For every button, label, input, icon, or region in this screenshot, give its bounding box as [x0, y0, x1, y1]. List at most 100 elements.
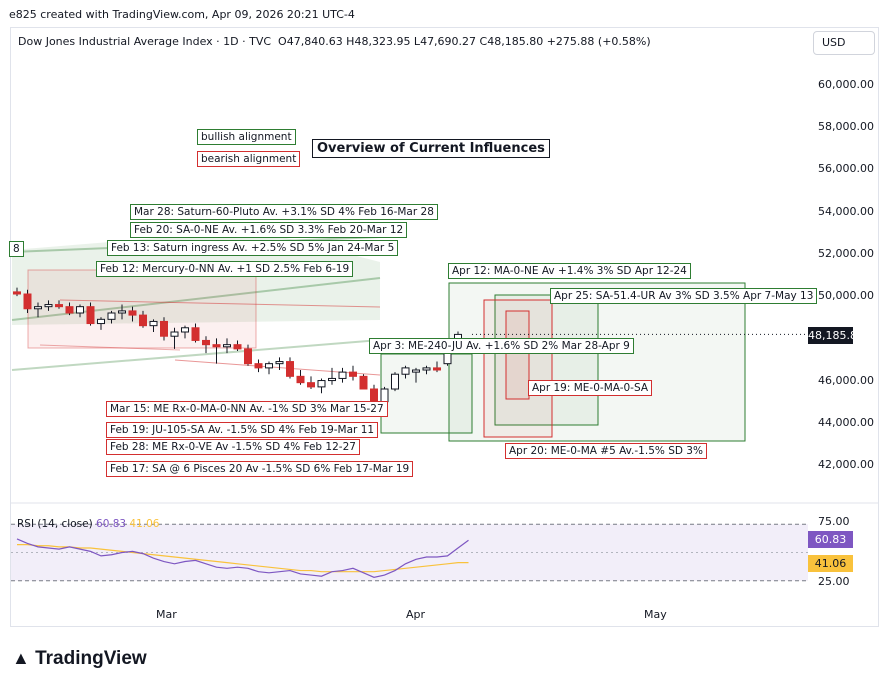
label-sa-ne: Feb 20: SA-0-NE Av. +1.6% SD 3.3% Feb 20… — [130, 222, 408, 238]
candle-body — [55, 304, 63, 308]
candle-body — [149, 320, 158, 327]
candle-body — [328, 377, 336, 382]
candle-body — [401, 367, 410, 375]
rsi-level-25: 25.00 — [818, 575, 850, 588]
candle-body — [391, 373, 399, 390]
bearish-line-3 — [39, 344, 181, 351]
rsi-ma-legend-value: 41.06 — [129, 518, 160, 530]
last-price-tag: 48,185.80 — [808, 327, 864, 344]
tradingview-logo-text: TradingView — [35, 648, 147, 669]
created-by-text: e825 created with TradingView.com, Apr 0… — [9, 8, 355, 21]
label-sa-pisces: Feb 17: SA @ 6 Pisces 20 Av -1.5% SD 6% … — [106, 461, 414, 477]
legend-bearish: bearish alignment — [197, 151, 301, 167]
rsi-line — [16, 538, 469, 578]
red-box-apr19 — [505, 310, 530, 400]
candle-body — [359, 375, 368, 390]
bearish-zone-feb — [27, 269, 257, 349]
candle-body — [433, 367, 441, 371]
symbol-info: Dow Jones Industrial Average Index · 1D … — [18, 35, 651, 48]
candle-body — [254, 363, 263, 369]
label-sa-ur: Apr 25: SA-51.4-UR Av 3% SD 3.5% Apr 7-M… — [550, 288, 818, 304]
candle-body — [349, 371, 357, 377]
symbol-name: Dow Jones Industrial Average Index · 1D … — [18, 35, 272, 48]
candle-body — [296, 375, 305, 384]
candle-body — [202, 339, 210, 346]
candle-body — [128, 310, 137, 316]
label-me-rx-ma-nn: Mar 15: ME Rx-0-MA-0-NN Av. -1% SD 3% Ma… — [106, 401, 388, 417]
price-tick-label: 52,000.00 — [818, 246, 874, 260]
candle-body — [212, 344, 221, 348]
candle-body — [244, 348, 252, 365]
candle-body — [170, 331, 179, 337]
candle-body — [317, 380, 326, 388]
rsi-name: RSI (14, close) — [17, 518, 93, 530]
tradingview-logo[interactable]: ▲ TradingView — [12, 648, 147, 670]
label-me-ma-5: Apr 20: ME-0-MA #5 Av.-1.5% SD 3% — [505, 443, 707, 459]
label-saturn-pluto: Mar 28: Saturn-60-Pluto Av. +3.1% SD 4% … — [130, 204, 438, 220]
candle-body — [223, 344, 231, 348]
candle-body — [23, 293, 32, 310]
rsi-ma-line — [17, 543, 469, 573]
label-left-edge: 8 — [9, 241, 24, 257]
label-saturn-ingress: Feb 13: Saturn ingress Av. +2.5% SD 5% J… — [107, 240, 399, 256]
rsi-level-75: 75.00 — [818, 515, 850, 528]
rsi-legend-value: 60.83 — [96, 518, 127, 530]
chart-title: Overview of Current Influences — [312, 139, 550, 158]
legend-bullish: bullish alignment — [197, 129, 296, 145]
candle-body — [13, 291, 21, 295]
candle-body — [181, 327, 189, 333]
label-me-ju: Apr 3: ME-240-JU Av. +1.6% SD 2% Mar 28-… — [369, 338, 634, 354]
candle-body — [412, 369, 420, 373]
price-tick-label: 44,000.00 — [818, 415, 874, 429]
x-label-mar: Mar — [156, 608, 177, 621]
candle-body — [44, 304, 53, 308]
label-ma-ne: Apr 12: MA-0-NE Av +1.4% 3% SD Apr 12-24 — [448, 263, 691, 279]
candle-body — [338, 371, 347, 379]
label-ju-sa: Feb 19: JU-105-SA Av. -1.5% SD 4% Feb 19… — [106, 422, 379, 438]
candle-body — [422, 367, 431, 371]
label-mercury-nn: Feb 12: Mercury-0-NN Av. +1 SD 2.5% Feb … — [96, 261, 354, 277]
x-label-apr: Apr — [406, 608, 426, 621]
candle-body — [307, 382, 315, 388]
price-tick-label: 56,000.00 — [818, 162, 874, 176]
green-box-apr25 — [494, 294, 599, 426]
rsi-ma-value-tag: 41.06 — [808, 555, 853, 572]
candle-body — [160, 320, 168, 337]
price-tick-label: 46,000.00 — [818, 373, 874, 387]
x-label-may: May — [644, 608, 667, 621]
candle-body — [139, 314, 147, 327]
rsi-band — [11, 524, 808, 581]
candle-body — [118, 310, 126, 314]
tradingview-logo-icon: ▲ — [12, 648, 30, 668]
candle-body — [107, 312, 116, 320]
price-tick-label: 60,000.00 — [818, 78, 874, 91]
candle-body — [286, 361, 294, 377]
candle-body — [275, 361, 284, 365]
label-me-ma-sa: Apr 19: ME-0-MA-0-SA — [528, 380, 653, 396]
rsi-value-tag: 60.83 — [808, 531, 853, 548]
candle-body — [370, 388, 378, 403]
currency-button[interactable]: USD — [813, 31, 875, 55]
candle-body — [86, 306, 95, 325]
red-box-apr20 — [483, 299, 553, 438]
candle-body — [34, 306, 42, 310]
label-me-rx-ve: Feb 28: ME Rx-0-VE Av -1.5% SD 4% Feb 12… — [106, 439, 360, 455]
price-tick-label: 50,000.00 — [818, 289, 874, 303]
price-tick-label: 42,000.00 — [818, 458, 874, 471]
candle-body — [97, 318, 105, 325]
chart-frame — [10, 27, 879, 627]
candle-body — [76, 306, 84, 314]
price-tick-label: 58,000.00 — [818, 120, 874, 134]
candle-body — [191, 327, 200, 341]
rsi-legend: RSI (14, close) 60.83 41.06 — [17, 518, 159, 530]
candle-body — [380, 388, 389, 403]
candle-body — [65, 306, 74, 314]
candle-body — [233, 344, 242, 350]
bullish-channel-line-bottom — [11, 339, 381, 371]
green-box-apr12 — [448, 282, 746, 442]
price-tick-label: 54,000.00 — [818, 204, 874, 218]
bearish-line-1 — [59, 299, 381, 308]
candle-body — [265, 363, 273, 369]
ohlc-values: O47,840.63 H48,323.95 L47,690.27 C48,185… — [278, 35, 651, 48]
